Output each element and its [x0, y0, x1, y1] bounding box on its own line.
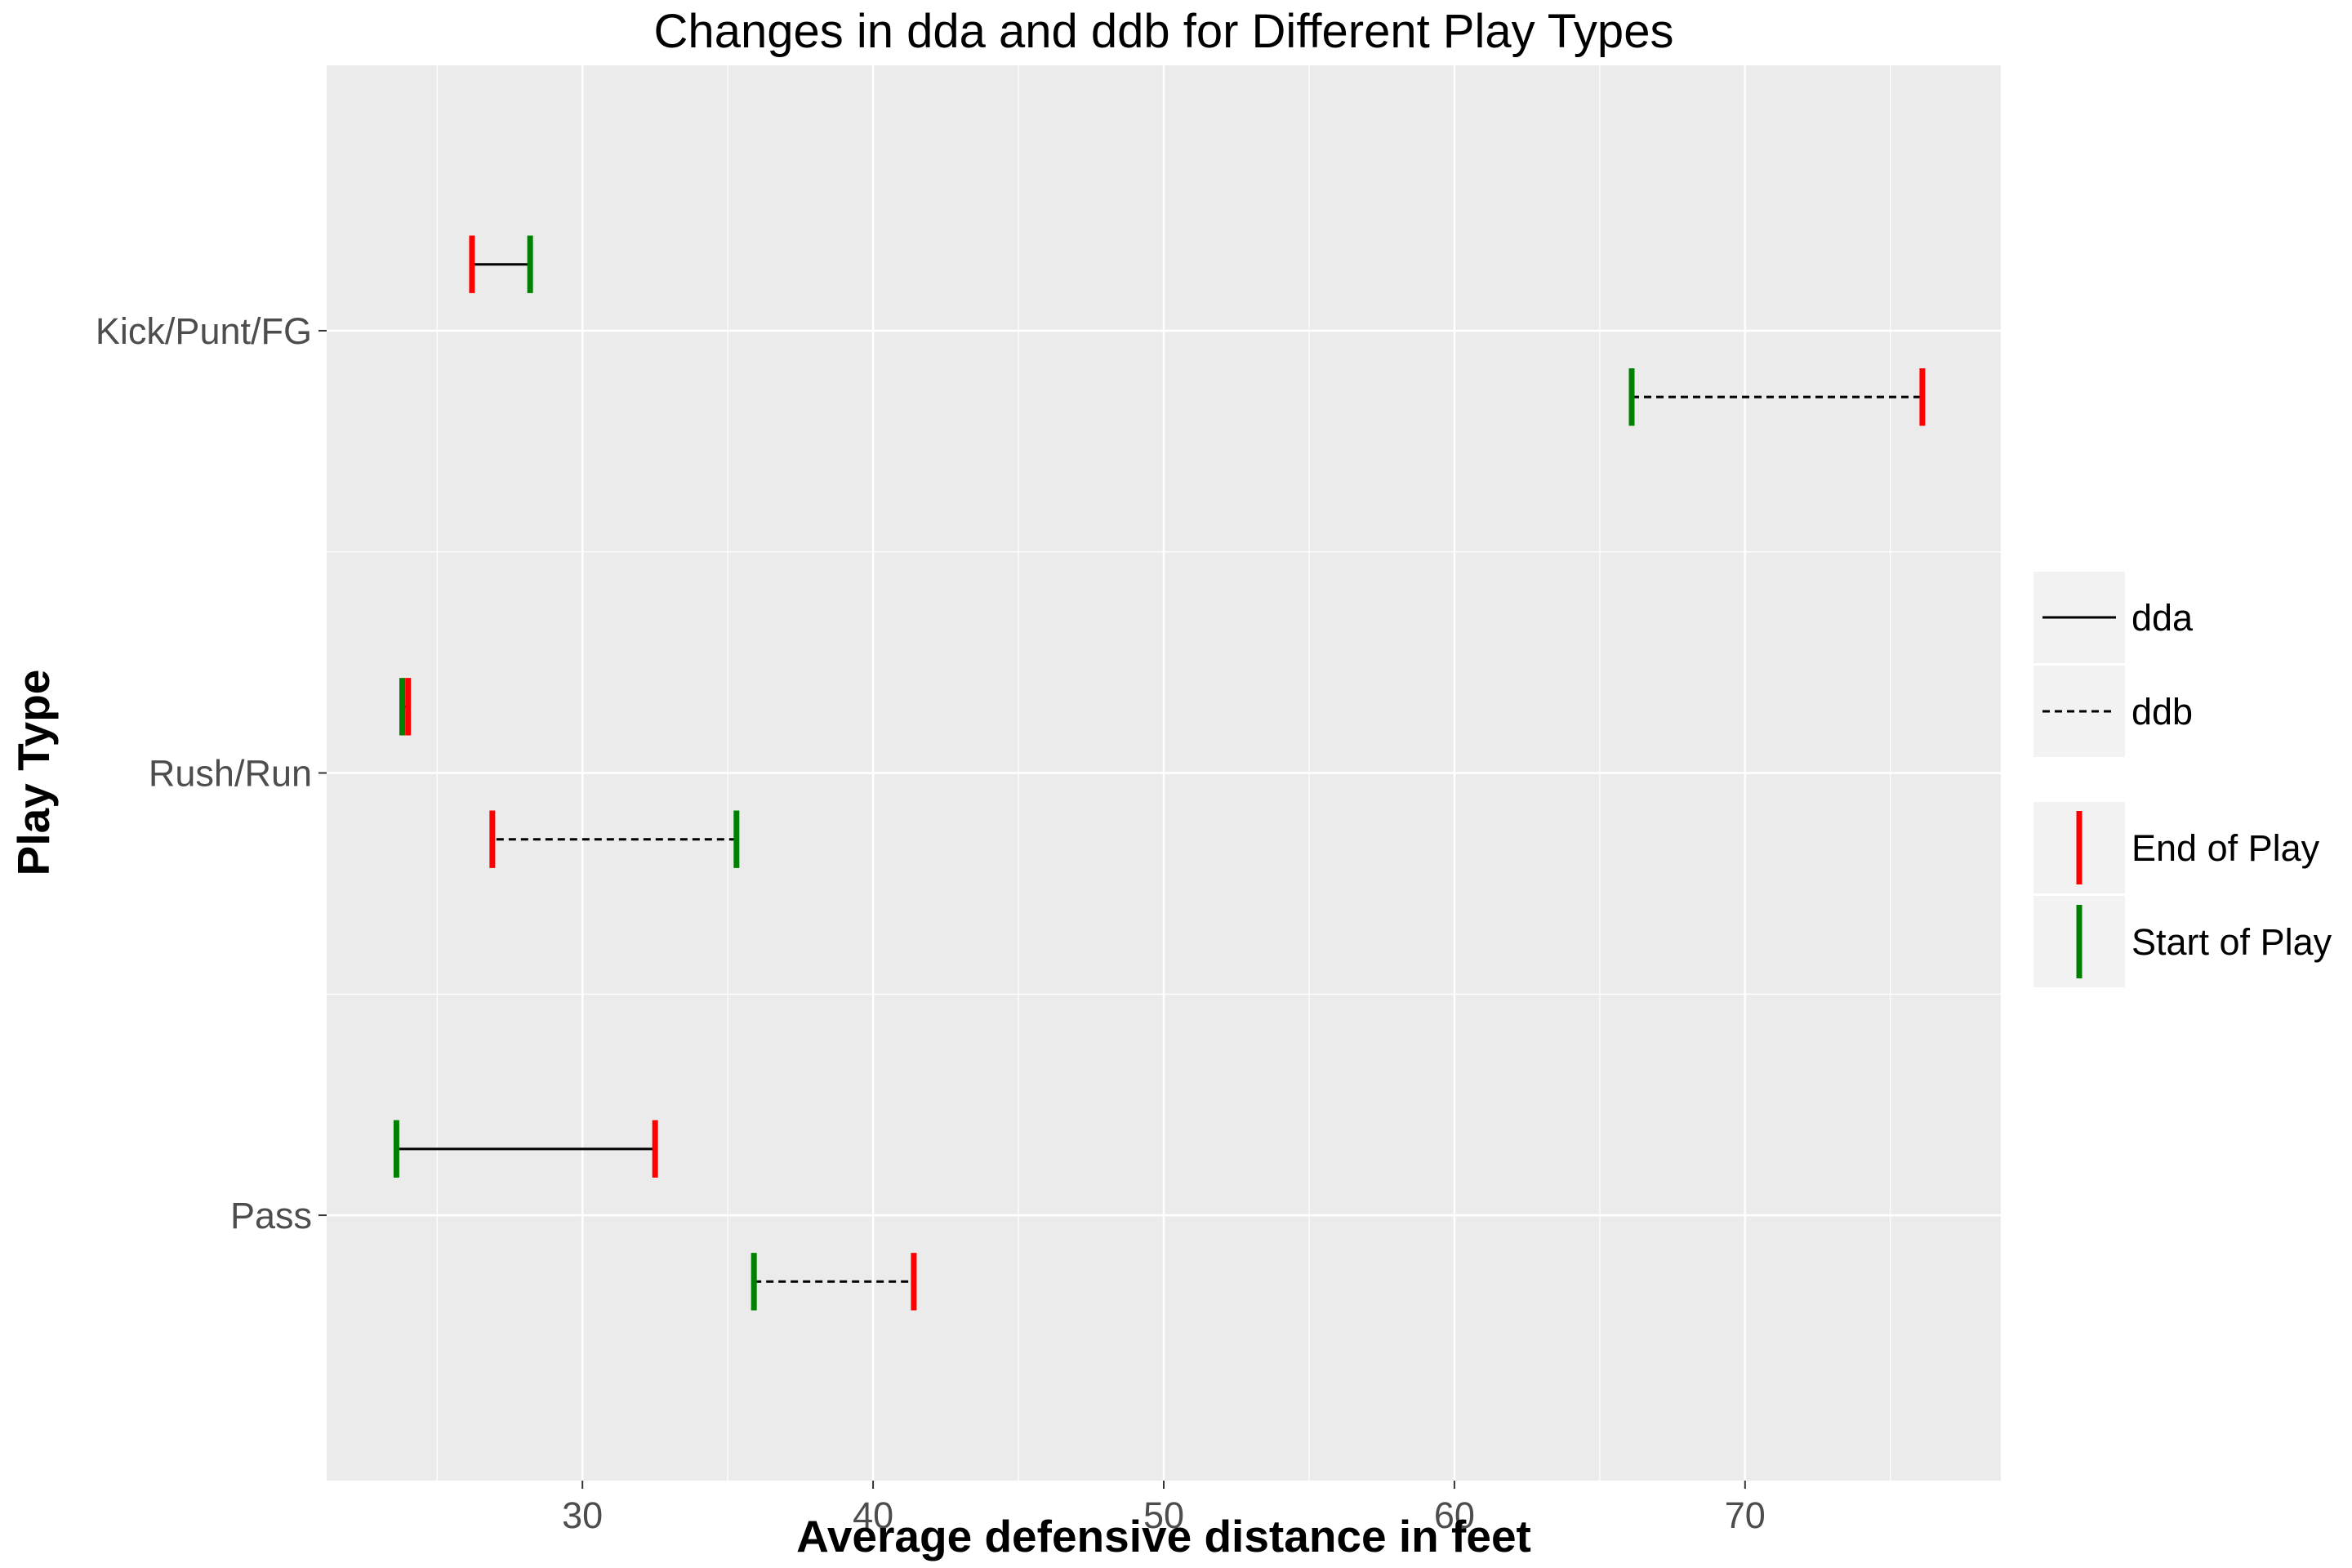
legend-label-start: Start of Play: [2132, 921, 2332, 963]
legend-label-dda: dda: [2132, 597, 2194, 639]
x-axis-title: Average defensive distance in feet: [796, 1511, 1531, 1561]
grid-lines: [327, 65, 2001, 1481]
chart-title: Changes in dda and ddb for Different Pla…: [654, 5, 1674, 58]
axes: 30 40 50 60 70 Pass Rush/Run Kick/Punt/FG: [96, 310, 1766, 1536]
x-tick-label: 70: [1725, 1494, 1766, 1536]
y-tick-label: Pass: [230, 1195, 312, 1236]
legend: dda ddb End of Play Start of Play: [2034, 572, 2332, 987]
legend-label-end: End of Play: [2132, 827, 2320, 869]
x-tick-label: 50: [1143, 1494, 1184, 1536]
y-tick-label: Kick/Punt/FG: [96, 310, 312, 352]
y-axis-title: Play Type: [8, 670, 59, 876]
legend-label-ddb: ddb: [2132, 691, 2193, 733]
x-tick-label: 40: [853, 1494, 893, 1536]
x-tick-label: 30: [562, 1494, 603, 1536]
data-marks: [393, 235, 1926, 1311]
y-tick-label: Rush/Run: [149, 753, 312, 795]
x-tick-label: 60: [1434, 1494, 1475, 1536]
